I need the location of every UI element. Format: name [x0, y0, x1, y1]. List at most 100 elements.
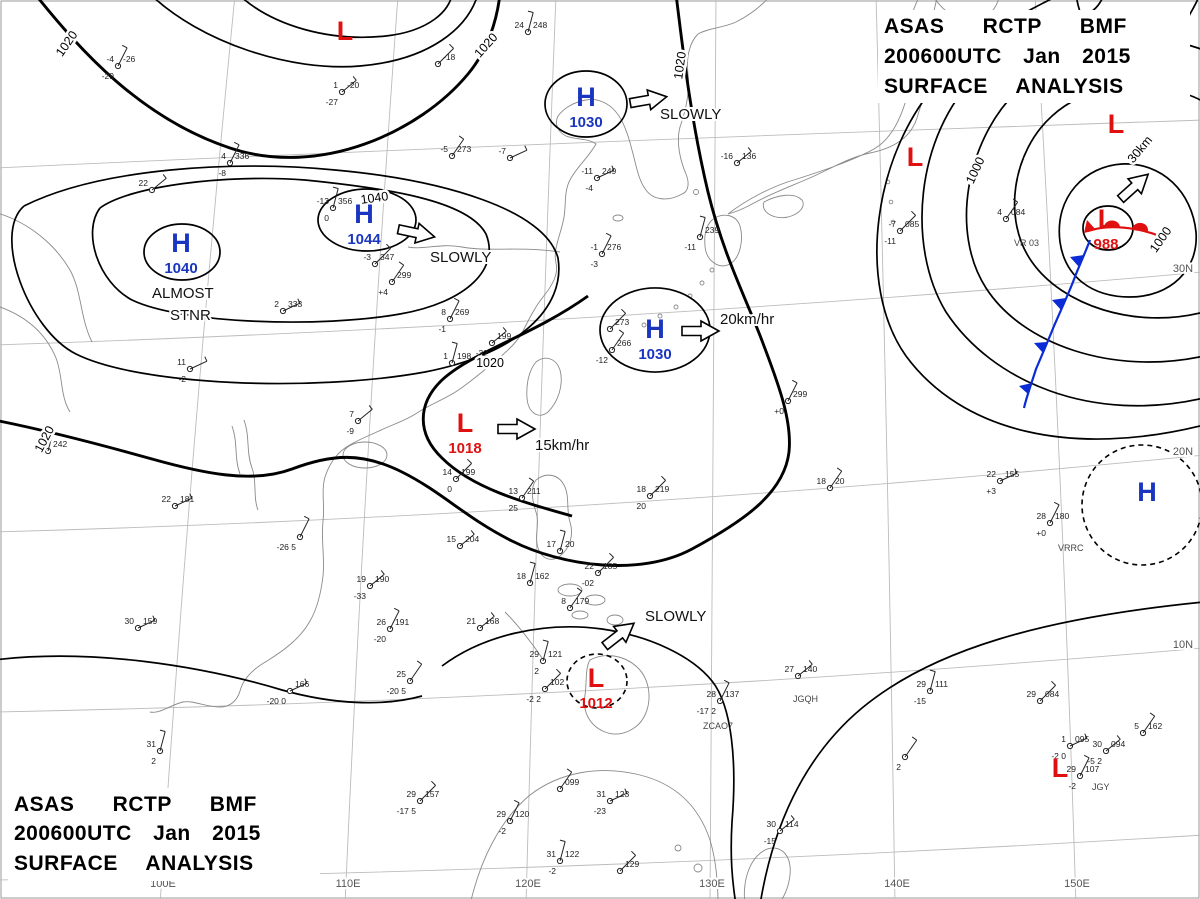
station-plot: 4 084: [997, 198, 1025, 223]
station-temperature: 22: [585, 561, 595, 571]
station-pressure: 159: [143, 616, 157, 626]
station-pressure: 242: [53, 439, 67, 449]
station-pressure: 269: [455, 307, 469, 317]
station-pressure: 168: [485, 616, 499, 626]
station-pressure: 140: [803, 664, 817, 674]
station-temperature: 29: [407, 789, 417, 799]
latitude-label: 20N: [1173, 446, 1193, 458]
title-block-bottom: ASAS RCTP BMF 200600UTC Jan 2015 SURFACE…: [8, 787, 320, 881]
wind-barb: [1079, 757, 1090, 777]
inland-terrain-line: [0, 213, 93, 343]
station-temperature: 31: [597, 789, 607, 799]
pressure-center-symbol: L: [588, 663, 605, 693]
pressure-center-value: 988: [1093, 236, 1118, 253]
station-dewpoint: +4: [378, 287, 388, 297]
isobar: [441, 626, 736, 899]
japan-shikoku-coast: [762, 194, 804, 219]
coastline-layer: [0, 0, 999, 899]
ryukyu-island: [657, 313, 663, 319]
station-plot: 30 114 -15: [764, 815, 799, 846]
station-pressure: 121: [548, 649, 562, 659]
borneo-coast: [470, 770, 719, 899]
pressure-center-symbol: H: [576, 82, 596, 112]
ryukyu-island: [673, 304, 679, 310]
wind-barb: [609, 792, 628, 802]
inland-terrain-line: [231, 425, 241, 475]
station-plot: 18 162: [517, 561, 549, 587]
station-pressure: 249: [602, 166, 616, 176]
movement-annotation: SLOWLY: [660, 106, 721, 123]
wind-barb: [47, 431, 54, 452]
station-temperature: 4: [221, 151, 226, 161]
station-dewpoint: -2 2: [526, 694, 541, 704]
station-temperature: 25: [397, 669, 407, 679]
station-temperature: 5: [1134, 721, 1139, 731]
isobar-1040: [143, 223, 221, 281]
station-plot: -16 136: [721, 147, 756, 167]
station-plot: -7 085 -11: [884, 210, 919, 246]
station-temperature: 1: [1061, 734, 1066, 744]
wind-barb: [787, 382, 798, 402]
station-pressure: -18: [443, 52, 456, 62]
warm-front-semicircle: [1132, 222, 1149, 231]
wind-barb: [597, 557, 614, 574]
movement-arrow-layer: [395, 86, 1156, 655]
station-plot: 299 +4: [378, 261, 411, 297]
wind-barb: [391, 264, 405, 283]
dashed-isobar-low: [566, 653, 628, 709]
wind-barb-tick: [631, 850, 636, 856]
pressure-center-symbol: H: [645, 314, 665, 344]
station-plot: 29 120 -2: [497, 799, 529, 836]
station-plot: 29 157 -17 5: [397, 780, 439, 816]
station-temperature: 27: [785, 664, 795, 674]
wind-barb: [409, 663, 423, 682]
pressure-center-symbol: L: [337, 16, 354, 46]
station-plot: -7: [498, 145, 528, 162]
station-dewpoint: -2 0: [1051, 751, 1066, 761]
taiwan-coast: [526, 357, 562, 416]
river-line: [407, 245, 561, 253]
station-pressure: 356: [338, 196, 352, 206]
ryukyu-island: [709, 267, 715, 273]
chart-title-line1: ASAS RCTP BMF: [884, 15, 1127, 38]
wind-barb: [719, 682, 730, 702]
wind-barb: [609, 313, 626, 330]
station-dewpoint: 0: [447, 484, 452, 494]
wind-barb-tick: [386, 243, 391, 249]
station-plot: -4 -26 -29: [102, 44, 136, 81]
station-pressure: 185: [603, 561, 617, 571]
wind-barb-tick: [529, 561, 536, 564]
movement-arrow: [497, 418, 536, 440]
station-plot: -18: [434, 43, 456, 68]
station-pressure: 273: [457, 144, 471, 154]
pressure-center-symbol: L: [1098, 204, 1115, 234]
station-dewpoint: -23: [594, 806, 607, 816]
station-temperature: 30: [767, 819, 777, 829]
station-pressure: 333: [288, 299, 302, 309]
station-dewpoint: -02: [582, 578, 595, 588]
station-pressure: 155: [1005, 469, 1019, 479]
wind-barb-tick: [458, 135, 464, 140]
station-plot: 242: [44, 429, 67, 455]
station-plot: 1 198: [443, 341, 471, 367]
station-temperature: 31: [547, 849, 557, 859]
station-plot: 2: [896, 736, 918, 772]
station-pressure: 347: [380, 252, 394, 262]
station-temperature: 28: [1037, 511, 1047, 521]
wind-barb: [542, 641, 549, 662]
station-temperature: -1: [590, 242, 598, 252]
wind-barb: [1069, 737, 1088, 747]
movement-annotation: ALMOST: [152, 285, 214, 302]
wind-barb-tick: [1084, 733, 1088, 739]
mainland-coast: [149, 0, 768, 713]
station-dewpoint: -1: [438, 324, 446, 334]
station-plot: 29 121 2: [530, 639, 562, 676]
wind-barb-tick: [559, 529, 566, 532]
chart-title-line2: 200600UTC Jan 2015: [884, 44, 1131, 68]
station-dewpoint: -2: [548, 866, 556, 876]
wind-barb: [527, 12, 534, 33]
station-circle: [524, 28, 532, 36]
station-dewpoint: -12: [596, 355, 609, 365]
wind-barb: [289, 682, 308, 692]
